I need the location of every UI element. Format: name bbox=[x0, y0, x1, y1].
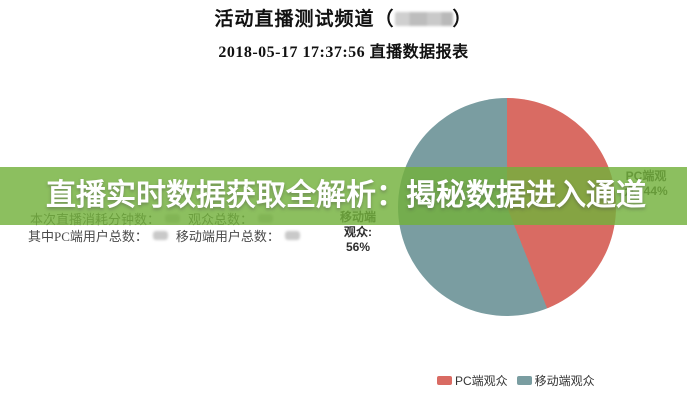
report-subtitle: 2018-05-17 17:37:56 直播数据报表 bbox=[218, 44, 469, 61]
legend-label-mobile: 移动端观众 bbox=[534, 374, 595, 388]
legend-swatch-pc bbox=[437, 376, 452, 385]
promo-banner-overlay bbox=[0, 167, 687, 225]
legend-swatch-mobile bbox=[516, 376, 532, 385]
censored-value bbox=[284, 231, 300, 240]
censored-value bbox=[152, 231, 168, 240]
legend-label-pc: PC端观众 bbox=[455, 374, 508, 388]
pie-label-mobile-line3: 56% bbox=[345, 240, 371, 254]
stat-label-pc-users: 其中PC端用户总数： bbox=[28, 229, 148, 244]
legend-item-mobile: 移动端观众 bbox=[516, 372, 595, 389]
page-title: 活动直播测试频道（ ） bbox=[0, 0, 687, 31]
promo-banner-headline: 直播实时数据获取全解析：揭秘数据进入通道 bbox=[46, 179, 646, 212]
pie-label-mobile-line2: 观众: bbox=[344, 225, 372, 239]
report-header: 活动直播测试频道（ ） 2018-05-17 17:37:56 直播数据报表 bbox=[0, 0, 687, 62]
legend-item-pc: PC端观众 bbox=[437, 372, 508, 389]
stat-row-pc-mobile-users: 其中PC端用户总数： 移动端用户总数： bbox=[28, 226, 308, 245]
page-title-prefix: 活动直播测试频道（ bbox=[214, 9, 395, 30]
stat-label-mobile-users: 移动端用户总数： bbox=[175, 229, 280, 244]
censored-channel-name bbox=[394, 12, 453, 26]
chart-legend: PC端观众 移动端观众 bbox=[437, 372, 595, 389]
page-title-suffix: ） bbox=[452, 9, 473, 30]
